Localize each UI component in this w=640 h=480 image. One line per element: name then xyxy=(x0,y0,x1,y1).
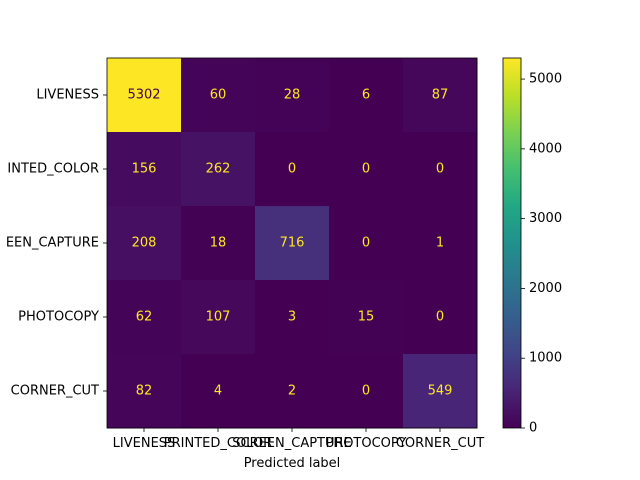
matrix-cell-value: 62 xyxy=(136,310,153,325)
colorbar-tick-label: 3000 xyxy=(529,211,562,226)
y-tick-label: EEN_CAPTURE xyxy=(6,236,99,251)
matrix-cell xyxy=(403,58,478,133)
x-tick-label: LIVENESS xyxy=(113,436,176,451)
colorbar-tick-label: 1000 xyxy=(529,351,562,366)
matrix-cell-value: 4 xyxy=(214,384,222,399)
matrix-cell xyxy=(329,58,404,133)
matrix-cell-value: 3 xyxy=(288,310,296,325)
matrix-cell-value: 0 xyxy=(362,236,370,251)
matrix-cell-value: 716 xyxy=(280,236,305,251)
colorbar-tick-label: 2000 xyxy=(529,281,562,296)
matrix-cell xyxy=(403,280,478,355)
matrix-cell xyxy=(181,206,256,281)
matrix-cell xyxy=(181,280,256,355)
matrix-cell-value: 5302 xyxy=(127,88,160,103)
y-tick-label: CORNER_CUT xyxy=(11,384,99,399)
matrix-cell xyxy=(403,354,478,429)
matrix-cell xyxy=(329,132,404,207)
matrix-cell-value: 87 xyxy=(432,88,449,103)
matrix-cell xyxy=(107,206,182,281)
y-tick-label: LIVENESS xyxy=(36,88,99,103)
matrix-cell-value: 1 xyxy=(436,236,444,251)
matrix-cell-value: 6 xyxy=(362,88,370,103)
y-tick-label: INTED_COLOR xyxy=(7,162,99,177)
matrix-cell-value: 0 xyxy=(362,162,370,177)
matrix-cell-value: 549 xyxy=(428,384,453,399)
colorbar-tick-label: 0 xyxy=(529,421,537,436)
matrix-cell xyxy=(255,354,330,429)
matrix-cell xyxy=(107,280,182,355)
matrix-cell xyxy=(255,58,330,133)
matrix-cell xyxy=(107,58,182,133)
matrix-cell-value: 0 xyxy=(436,162,444,177)
matrix-cell xyxy=(181,354,256,429)
y-tick-label: PHOTOCOPY xyxy=(18,310,99,325)
matrix-cell-value: 18 xyxy=(210,236,227,251)
matrix-cell xyxy=(329,206,404,281)
x-tick-label: PRINTED_COLOR xyxy=(164,436,272,451)
matrix-cell-value: 107 xyxy=(206,310,231,325)
matrix-cell xyxy=(403,132,478,207)
x-axis-label: Predicted label xyxy=(244,456,341,471)
colorbar-ticks: 0 1000 2000 3000 4000 5000 xyxy=(521,72,562,436)
x-tick-label: PHOTOCOPY xyxy=(326,436,407,451)
matrix-cell-value: 2 xyxy=(288,384,296,399)
matrix-cell xyxy=(255,206,330,281)
matrix-cell-value: 156 xyxy=(132,162,157,177)
matrix-cell-value: 82 xyxy=(136,384,153,399)
y-axis-ticks: LIVENESS INTED_COLOR EEN_CAPTURE PHOTOCOPY C… xyxy=(6,88,107,399)
matrix-cell xyxy=(181,132,256,207)
colorbar-tick-label: 5000 xyxy=(529,72,562,87)
matrix-cell-value: 28 xyxy=(284,88,301,103)
x-axis-ticks: LIVENESSPRINTED_COLORSCREEN_CAPTUREPHOTO… xyxy=(113,428,484,451)
matrix-cell xyxy=(181,58,256,133)
matrix-cell-value: 208 xyxy=(132,236,157,251)
matrix-cell-value: 60 xyxy=(210,88,227,103)
colorbar-tick-label: 4000 xyxy=(529,141,562,156)
matrix-cells xyxy=(107,58,478,429)
matrix-cell xyxy=(255,132,330,207)
matrix-cell-value: 0 xyxy=(362,384,370,399)
matrix-cell-labels: 5302 60 28 6 87 156 262 0 0 0 208 18 716 0 1 62 107 3 15 0 8… xyxy=(127,88,452,399)
matrix-cell xyxy=(329,354,404,429)
matrix-cell-value: 0 xyxy=(288,162,296,177)
matrix-cell xyxy=(403,206,478,281)
matrix-cell xyxy=(329,280,404,355)
matrix-cell-value: 15 xyxy=(358,310,375,325)
colorbar xyxy=(502,57,522,429)
x-tick-label: CORNER_CUT xyxy=(396,436,484,451)
matrix-cell xyxy=(107,354,182,429)
matrix-cell xyxy=(107,132,182,207)
matrix-cell-value: 0 xyxy=(436,310,444,325)
matrix-cell xyxy=(255,280,330,355)
matrix-cell-value: 262 xyxy=(206,162,231,177)
x-tick-label: SCREEN_CAPTURE xyxy=(232,436,352,451)
